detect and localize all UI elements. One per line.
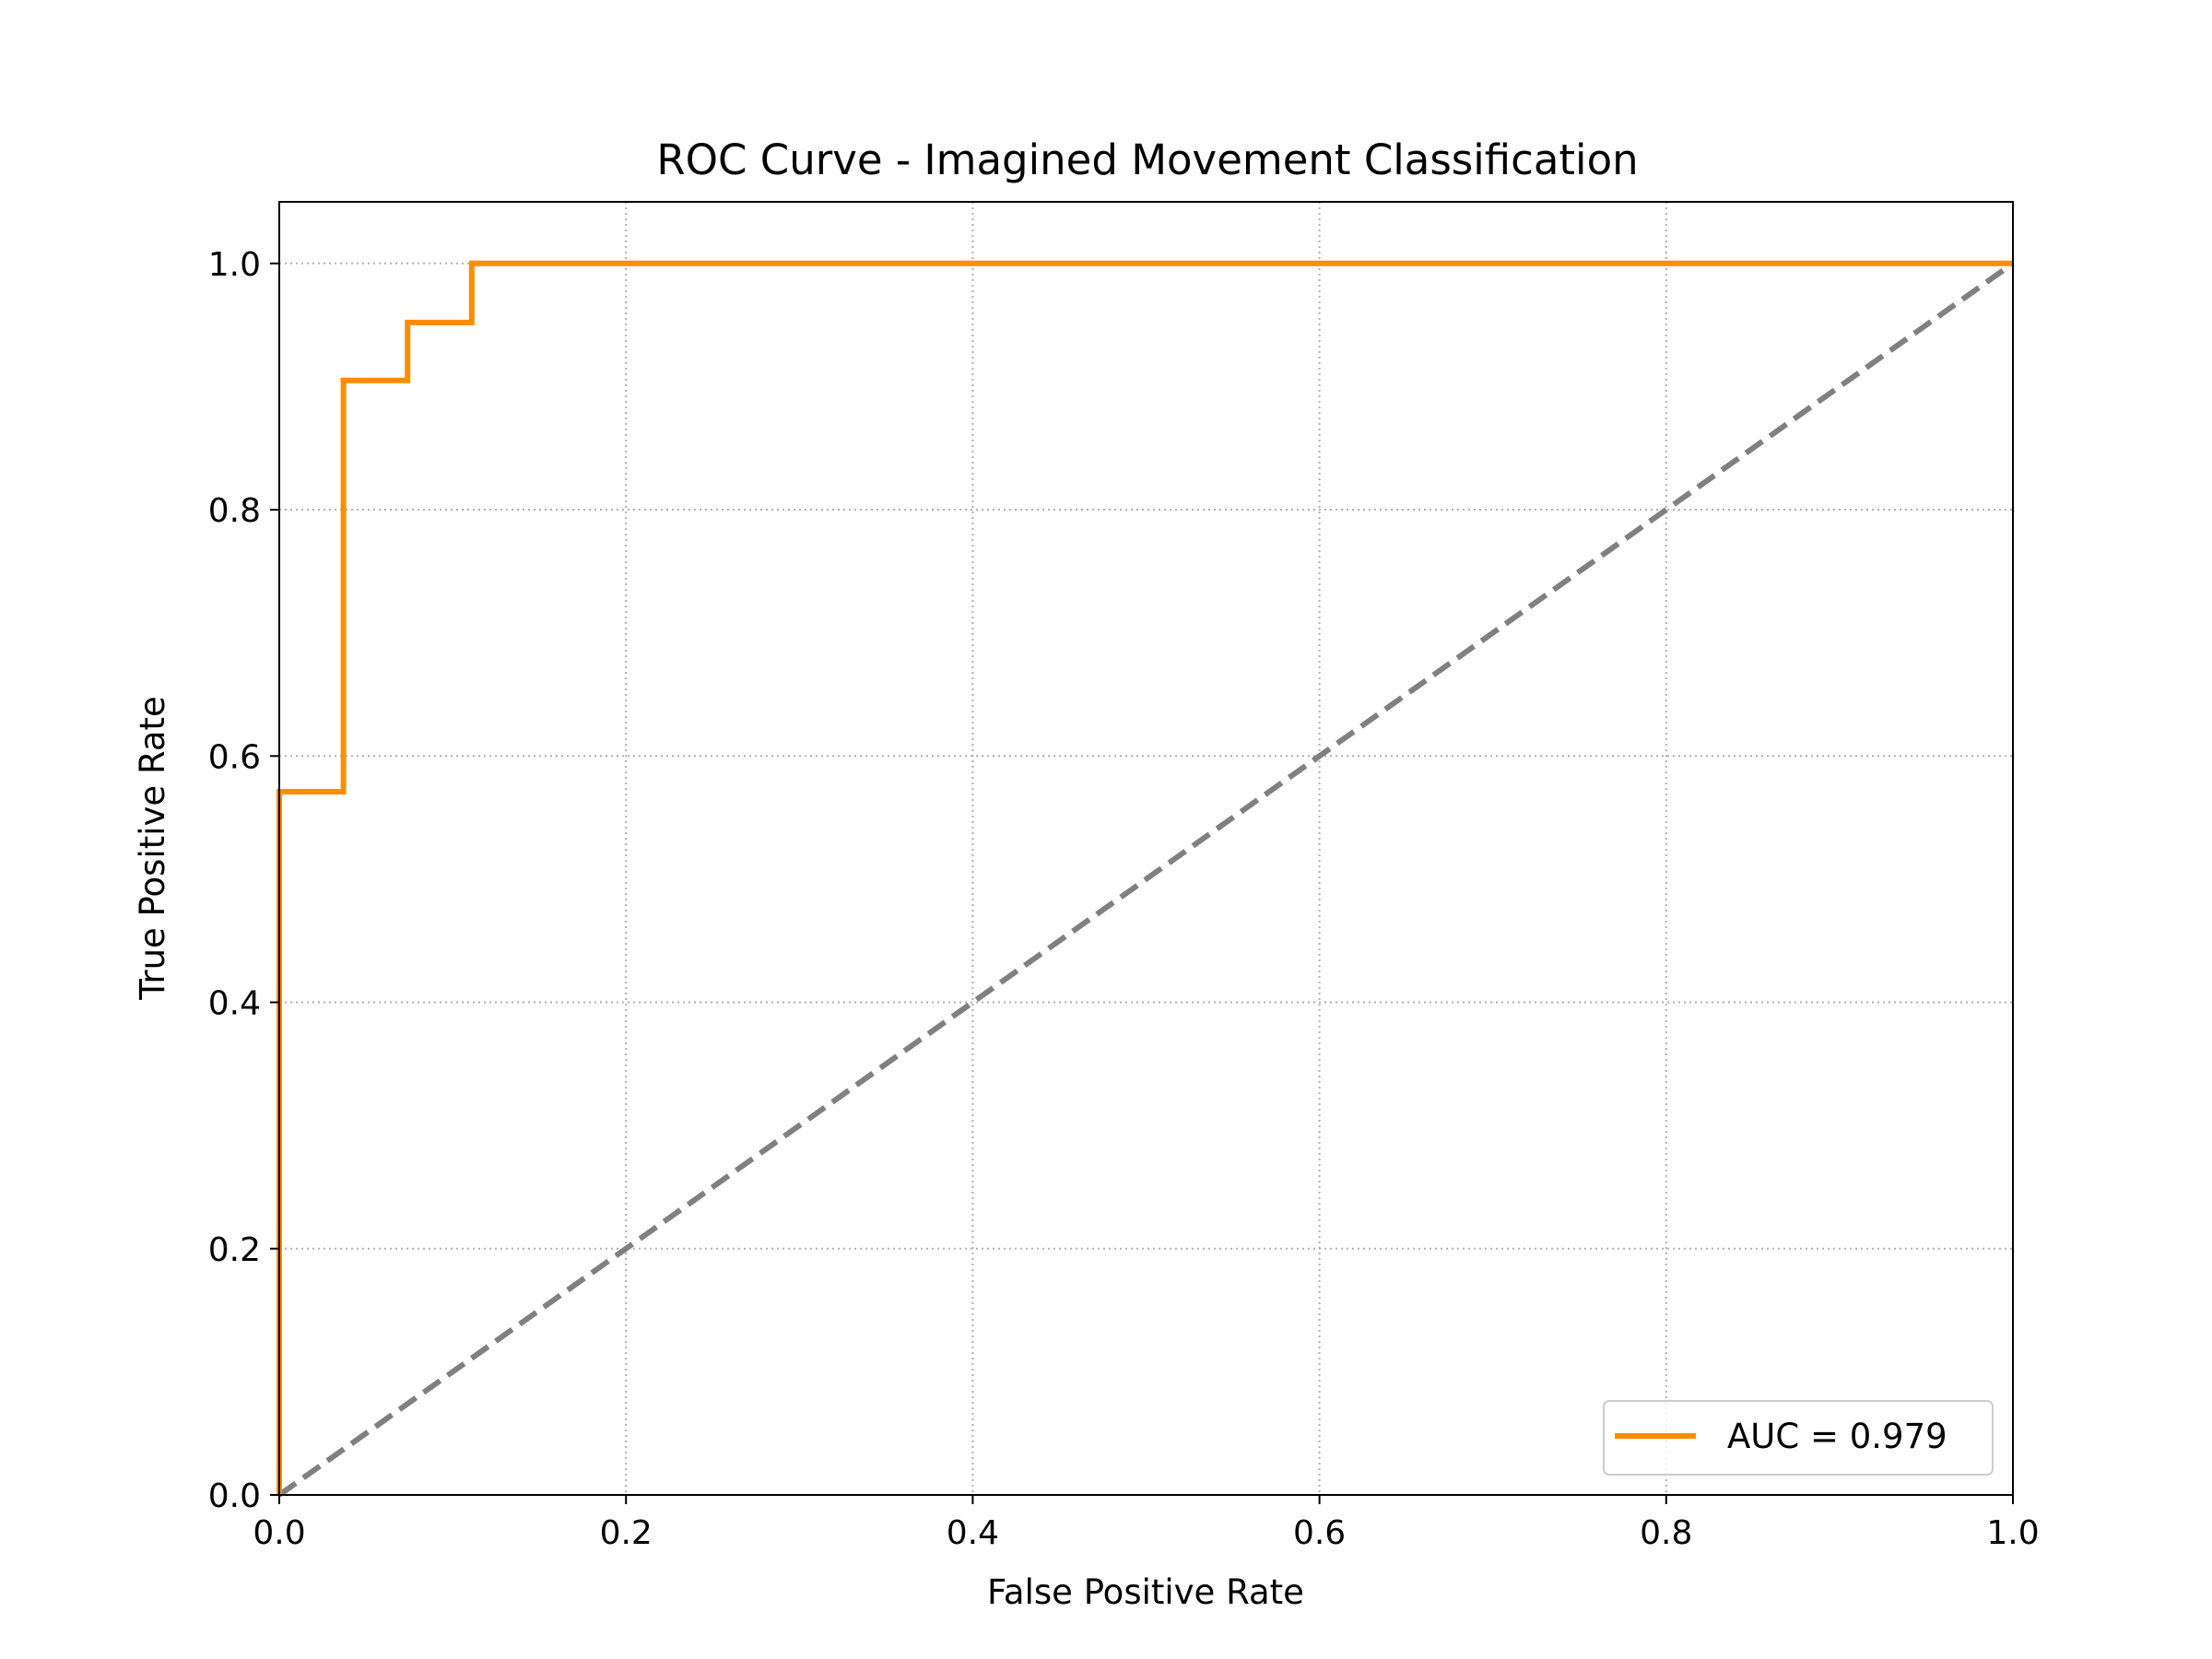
roc-curve-line xyxy=(276,260,2013,1495)
legend-label-auc: AUC = 0.979 xyxy=(1727,1417,1947,1456)
y-axis-label: True Positive Rate xyxy=(133,696,172,1001)
y-tick-label: 0.8 xyxy=(208,492,261,530)
chance-diagonal-line xyxy=(277,261,2015,1498)
x-tick-label: 0.0 xyxy=(253,1514,305,1552)
x-tick-label: 1.0 xyxy=(1986,1514,2039,1552)
x-tick-label: 0.4 xyxy=(947,1514,999,1552)
plot-area xyxy=(279,202,2013,1495)
legend: AUC = 0.979 xyxy=(1603,1400,1994,1476)
y-tick-label: 1.0 xyxy=(208,246,261,284)
x-tick-label: 0.2 xyxy=(600,1514,653,1552)
chart-title: ROC Curve - Imagined Movement Classifica… xyxy=(656,135,1638,184)
y-tick-label: 0.0 xyxy=(208,1477,261,1515)
y-tick-label: 0.2 xyxy=(208,1231,261,1269)
axis-ticks: 0.0 0.2 0.4 0.6 0.8 1.0 0.0 0.2 0.4 0.6 0.8 1.0 xyxy=(208,246,2040,1552)
x-tick-label: 0.6 xyxy=(1293,1514,1346,1552)
x-axis-label: False Positive Rate xyxy=(987,1572,1304,1612)
y-tick-label: 0.4 xyxy=(208,985,261,1023)
plot-frame xyxy=(278,201,2014,1496)
series-layer xyxy=(276,260,2015,1498)
y-tick-label: 0.6 xyxy=(208,738,261,776)
x-tick-label: 0.8 xyxy=(1640,1514,1692,1552)
legend-frame xyxy=(1603,1400,1994,1476)
